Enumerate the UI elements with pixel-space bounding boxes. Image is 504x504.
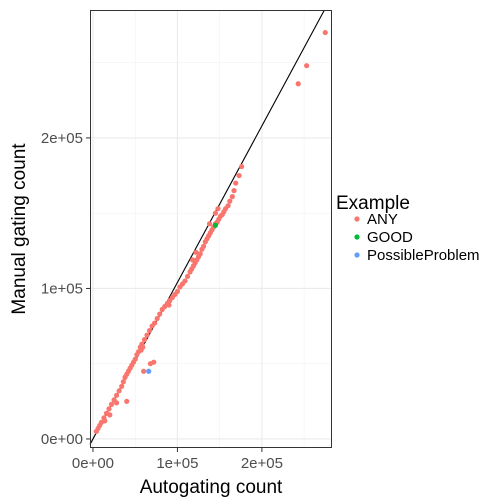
data-point: [108, 401, 115, 407]
x-tick-label: 0e+00: [72, 455, 114, 472]
data-point: [239, 163, 245, 170]
data-point: [229, 194, 235, 200]
data-point: [199, 246, 205, 252]
data-point: [122, 374, 128, 380]
data-point: [157, 311, 163, 317]
series-ANY: [93, 29, 328, 435]
data-point: [146, 368, 152, 374]
legend-label-PossibleProblem: PossibleProblem: [367, 247, 480, 264]
data-point: [304, 63, 310, 69]
y-tick-label: 2e+05: [41, 130, 83, 147]
data-point: [159, 306, 165, 313]
data-point: [116, 388, 122, 394]
x-axis-title: Autogating count: [140, 477, 283, 498]
data-point: [154, 315, 160, 322]
series-PossibleProblem: [146, 368, 152, 374]
legend-key-PossibleProblem: [354, 252, 360, 258]
data-point: [119, 383, 125, 389]
data-point: [295, 81, 301, 87]
data-point: [233, 180, 239, 186]
data-point: [215, 206, 221, 212]
data-point: [102, 418, 108, 424]
data-point: [322, 29, 328, 36]
data-point: [236, 172, 242, 179]
data-point: [193, 249, 199, 255]
data-point: [147, 361, 153, 367]
legend-title: Example: [336, 193, 410, 214]
data-point: [140, 344, 146, 350]
data-point: [107, 412, 113, 418]
series-GOOD: [212, 222, 219, 228]
data-point: [120, 379, 126, 385]
data-point: [141, 368, 147, 374]
legend-label-GOOD: GOOD: [367, 229, 413, 246]
data-point: [187, 269, 193, 275]
legend-key-ANY: [354, 216, 360, 222]
y-tick-label: 1e+05: [41, 280, 83, 297]
legend-label-ANY: ANY: [367, 211, 398, 228]
y-axis-title: Manual gating count: [9, 143, 30, 315]
data-points: [93, 29, 328, 435]
data-point: [231, 188, 237, 194]
x-axis: 0e+00 1e+05 2e+05: [72, 448, 283, 472]
data-point: [206, 221, 213, 227]
data-point: [93, 428, 99, 435]
y-axis: 0e+00 1e+05 2e+05: [41, 130, 90, 448]
data-point: [106, 406, 112, 412]
x-tick-label: 1e+05: [156, 455, 198, 472]
data-point: [149, 323, 155, 329]
plot-panel: [89, 9, 332, 448]
grid-lines: [90, 10, 332, 448]
data-point: [124, 398, 130, 404]
data-point: [190, 257, 196, 263]
data-point: [144, 332, 150, 338]
data-point: [146, 327, 153, 334]
legend-key-GOOD: [354, 234, 360, 240]
data-point: [212, 210, 219, 216]
data-point: [212, 222, 219, 228]
data-point: [134, 352, 140, 358]
panel-border: [90, 10, 332, 448]
data-point: [166, 302, 172, 308]
x-tick-label: 2e+05: [241, 455, 283, 472]
data-point: [141, 337, 148, 343]
data-point: [227, 198, 233, 204]
data-point: [184, 273, 191, 280]
data-point: [202, 239, 208, 245]
data-point: [114, 400, 120, 406]
data-point: [114, 392, 120, 398]
data-point: [177, 284, 183, 290]
y-tick-label: 0e+00: [41, 431, 83, 448]
